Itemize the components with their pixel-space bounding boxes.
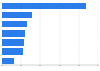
Bar (2, 39, 24, 46)
Bar (2, 12, 32, 18)
Bar (2, 48, 23, 55)
Bar (2, 3, 86, 9)
Bar (2, 58, 14, 64)
Bar (2, 21, 27, 27)
Bar (2, 30, 25, 37)
